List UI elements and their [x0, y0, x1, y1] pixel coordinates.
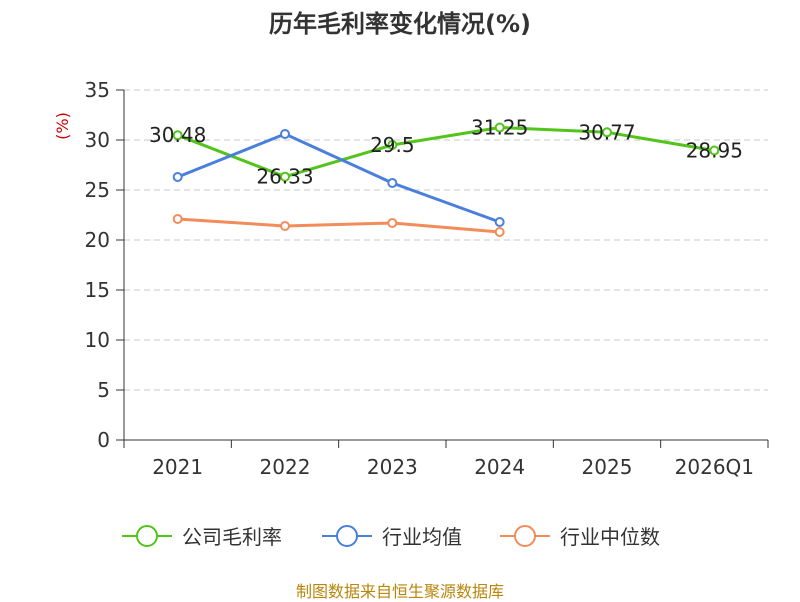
data-point	[494, 122, 505, 133]
legend-label: 公司毛利率	[182, 525, 282, 549]
x-tick-label: 2023	[367, 455, 418, 479]
x-tick-label: 2022	[260, 455, 311, 479]
data-point	[387, 140, 398, 150]
data-point	[709, 145, 720, 156]
data-point	[280, 171, 290, 182]
y-tick-label: 0	[97, 428, 110, 452]
x-tick-label: 2025	[582, 455, 633, 479]
data-point	[172, 214, 183, 224]
y-tick-label: 25	[85, 178, 110, 202]
data-point	[602, 127, 612, 138]
y-tick-label: 15	[85, 278, 110, 302]
legend-label: 行业均值	[382, 525, 462, 549]
data-labels: 30.48 26.33 29.5 31.25 30.77 28.95	[149, 116, 743, 189]
series-line	[177, 217, 500, 234]
data-point	[494, 227, 505, 237]
legend-marker	[336, 525, 358, 547]
x-tick-label: 2026Q1	[675, 455, 754, 479]
data-point	[280, 221, 290, 231]
x-tick-label: 2021	[152, 455, 203, 479]
y-tick-label: 5	[97, 378, 110, 402]
series	[172, 122, 720, 237]
x-tick-label: 2024	[474, 455, 525, 479]
legend: 公司毛利率 行业均值 行业中位数	[122, 525, 660, 549]
legend-label: 行业中位数	[560, 525, 660, 549]
data-label: 28.95	[686, 139, 743, 163]
data-point	[280, 129, 290, 139]
legend-marker	[136, 525, 158, 547]
y-tick-label: 30	[85, 128, 110, 152]
data-point	[172, 172, 183, 182]
y-tick-label: 10	[85, 328, 110, 352]
data-point	[387, 218, 398, 228]
data-label: 29.5	[370, 133, 415, 157]
data-label: 30.77	[578, 120, 635, 144]
data-point	[494, 217, 505, 227]
y-tick-label: 20	[85, 228, 110, 252]
y-tick-label: 35	[85, 78, 110, 102]
data-point	[172, 130, 183, 141]
data-point	[387, 178, 398, 188]
series-line	[177, 126, 715, 179]
legend-marker	[514, 525, 536, 547]
chart-title: 历年毛利率变化情况(%)	[269, 10, 531, 38]
data-label: 26.33	[256, 165, 313, 189]
grid-lines	[124, 89, 768, 391]
data-label: 30.48	[149, 123, 206, 147]
y-axis-unit-label: (%)	[53, 112, 72, 140]
source-note: 制图数据来自恒生聚源数据库	[295, 582, 504, 601]
data-label: 31.25	[471, 116, 528, 140]
series-line	[177, 132, 501, 224]
